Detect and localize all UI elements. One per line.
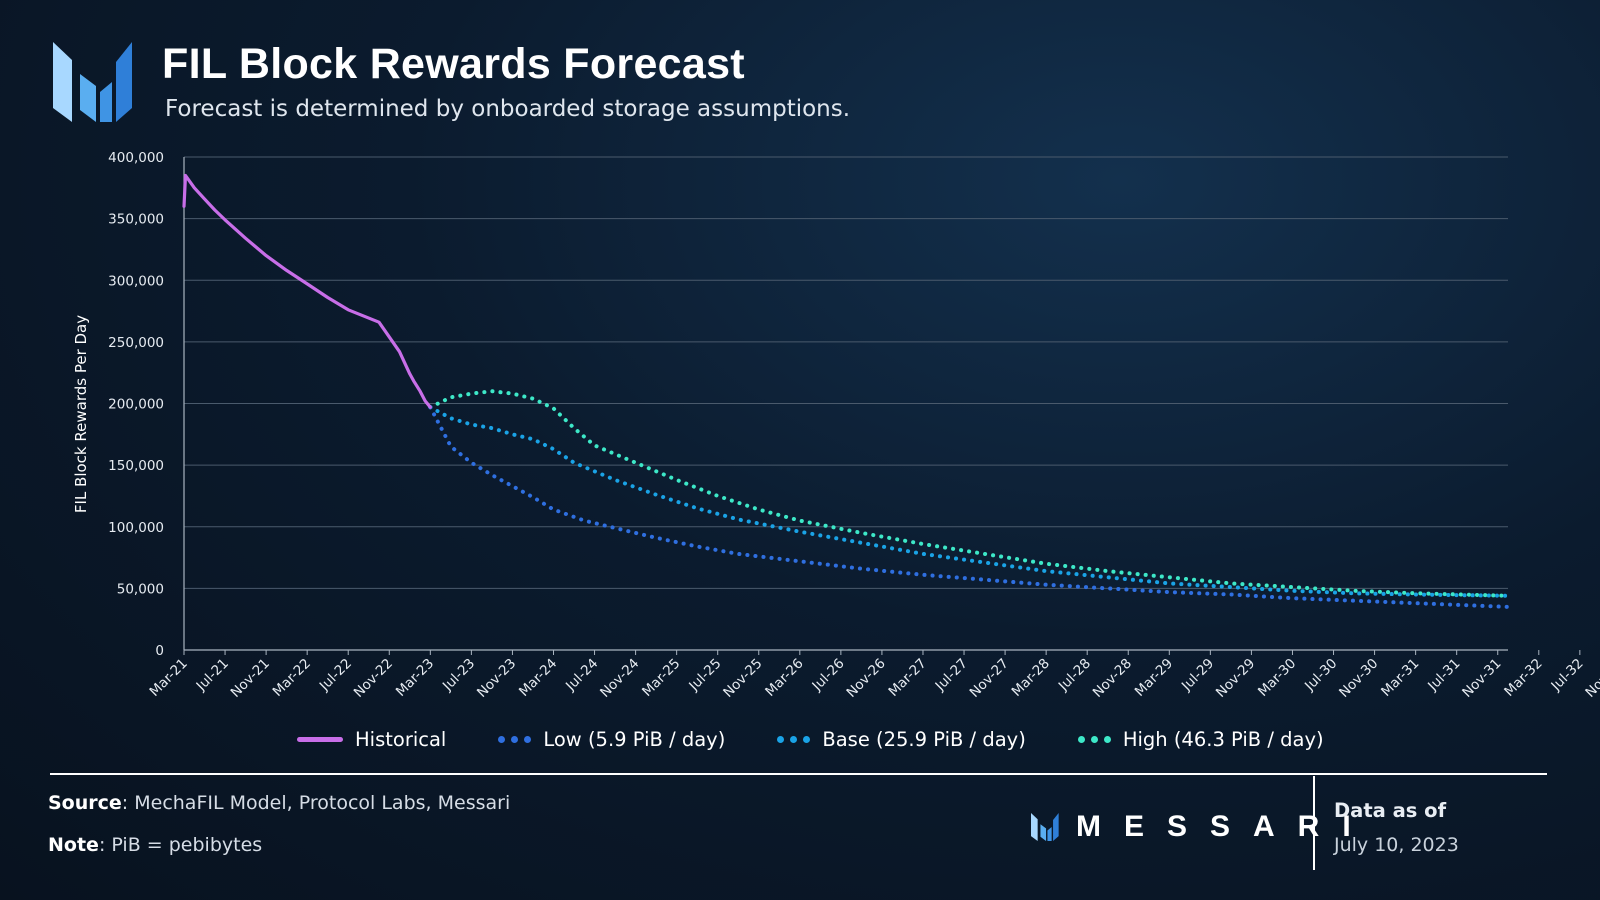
y-tick-label: 400,000 bbox=[108, 150, 164, 166]
x-tick-label: Jul-21 bbox=[193, 656, 232, 695]
series-base-line bbox=[428, 405, 1510, 598]
y-tick-label: 150,000 bbox=[108, 458, 164, 474]
x-tick-label: Mar-26 bbox=[762, 656, 806, 700]
x-tick-label: Mar-21 bbox=[147, 656, 191, 700]
x-tick-label: Nov-21 bbox=[228, 656, 273, 701]
x-tick-label: Jul-24 bbox=[562, 656, 601, 695]
y-tick-labels: 0 50,000 100,000 150,000 200,000 250,000 300,0… bbox=[108, 150, 164, 659]
x-tick-label: Nov-23 bbox=[474, 656, 519, 701]
x-tick-label: Mar-27 bbox=[885, 656, 929, 700]
footer-vertical-divider bbox=[1313, 776, 1315, 870]
y-tick-label: 350,000 bbox=[108, 212, 164, 228]
note-line: Note: PiB = pebibytes bbox=[48, 834, 262, 856]
legend-swatch-base bbox=[777, 736, 811, 743]
messari-brand: MESSARI bbox=[1028, 810, 1374, 844]
x-tick-label: Jul-22 bbox=[316, 656, 355, 695]
series-high-line bbox=[428, 389, 1510, 598]
x-tick-label: Nov-25 bbox=[720, 656, 765, 701]
y-tick-label: 0 bbox=[155, 643, 164, 659]
y-axis-label: FIL Block Rewards Per Day bbox=[72, 315, 90, 513]
x-tick-label: Nov-31 bbox=[1459, 656, 1504, 701]
legend-item-historical: Historical bbox=[297, 728, 446, 751]
messari-brand-icon bbox=[1031, 813, 1059, 841]
x-tick-label: Mar-31 bbox=[1378, 656, 1422, 700]
x-tick-label: Jul-31 bbox=[1424, 656, 1463, 695]
x-tick-label: Nov-30 bbox=[1336, 656, 1381, 701]
series-low-line bbox=[428, 405, 1510, 609]
messari-logo-icon bbox=[53, 42, 132, 122]
x-tick-label: Jul-28 bbox=[1055, 656, 1094, 695]
series-group bbox=[182, 173, 1510, 609]
x-tick-label: Jul-26 bbox=[809, 656, 848, 695]
chart-title: FIL Block Rewards Forecast bbox=[162, 40, 745, 88]
x-tick-label: Mar-24 bbox=[516, 656, 560, 700]
source-label: Source bbox=[48, 792, 122, 814]
footer-divider bbox=[50, 773, 1547, 775]
x-tick-label: Jul-29 bbox=[1178, 656, 1217, 695]
x-tick-label: Nov-32 bbox=[1582, 656, 1600, 701]
legend-item-base: Base (25.9 PiB / day) bbox=[777, 728, 1026, 751]
x-tick-label: Jul-32 bbox=[1548, 656, 1587, 695]
source-text: : MechaFIL Model, Protocol Labs, Messari bbox=[121, 792, 511, 814]
x-tick-label: Nov-24 bbox=[597, 656, 642, 701]
x-tick-label: Jul-25 bbox=[685, 656, 724, 695]
grid-lines bbox=[184, 156, 1508, 589]
brand-wordmark: MESSARI bbox=[1076, 810, 1374, 843]
legend-swatch-historical bbox=[297, 737, 343, 742]
legend-item-high: High (46.3 PiB / day) bbox=[1077, 728, 1324, 751]
x-tick-label: Nov-28 bbox=[1090, 656, 1135, 701]
x-tick-label: Mar-28 bbox=[1009, 656, 1053, 700]
x-tick-label: Nov-26 bbox=[843, 656, 888, 701]
legend-swatch-low bbox=[498, 736, 532, 743]
series-historical-line bbox=[182, 173, 432, 409]
x-tick-label: Jul-30 bbox=[1301, 656, 1340, 695]
chart-legend: Historical Low (5.9 PiB / day) Base (25.… bbox=[297, 728, 1324, 751]
x-tick-label: Mar-32 bbox=[1501, 656, 1545, 700]
chart-subtitle: Forecast is determined by onboarded stor… bbox=[165, 96, 851, 122]
data-as-of-date: July 10, 2023 bbox=[1334, 834, 1459, 856]
x-tick-label: Mar-22 bbox=[270, 656, 314, 700]
x-tick-label: Mar-25 bbox=[639, 656, 683, 700]
legend-label-base: Base (25.9 PiB / day) bbox=[822, 728, 1026, 751]
x-tick-label: Mar-30 bbox=[1255, 656, 1299, 700]
legend-label-historical: Historical bbox=[355, 728, 447, 751]
source-line: Source: MechaFIL Model, Protocol Labs, M… bbox=[48, 792, 510, 814]
x-tick-label: Nov-27 bbox=[967, 656, 1012, 701]
legend-label-high: High (46.3 PiB / day) bbox=[1122, 728, 1324, 751]
y-tick-label: 200,000 bbox=[108, 397, 164, 413]
x-tick-label: Mar-23 bbox=[393, 656, 437, 700]
axes bbox=[183, 157, 1508, 651]
note-text: : PiB = pebibytes bbox=[98, 834, 263, 856]
data-as-of-label: Data as of bbox=[1334, 799, 1447, 822]
note-label: Note bbox=[48, 834, 99, 856]
x-tick-label: Nov-29 bbox=[1213, 656, 1258, 701]
y-tick-label: 300,000 bbox=[108, 273, 164, 289]
x-tick-label: Nov-22 bbox=[351, 656, 396, 701]
legend-item-low: Low (5.9 PiB / day) bbox=[498, 728, 725, 751]
x-tick-label: Jul-27 bbox=[932, 656, 971, 695]
x-tick-label: Mar-29 bbox=[1132, 656, 1176, 700]
y-tick-label: 250,000 bbox=[108, 335, 164, 351]
legend-swatch-high bbox=[1077, 736, 1111, 743]
y-tick-label: 50,000 bbox=[117, 581, 164, 597]
x-tick-label: Jul-23 bbox=[439, 656, 478, 695]
legend-label-low: Low (5.9 PiB / day) bbox=[543, 728, 726, 751]
y-tick-label: 100,000 bbox=[108, 520, 164, 536]
